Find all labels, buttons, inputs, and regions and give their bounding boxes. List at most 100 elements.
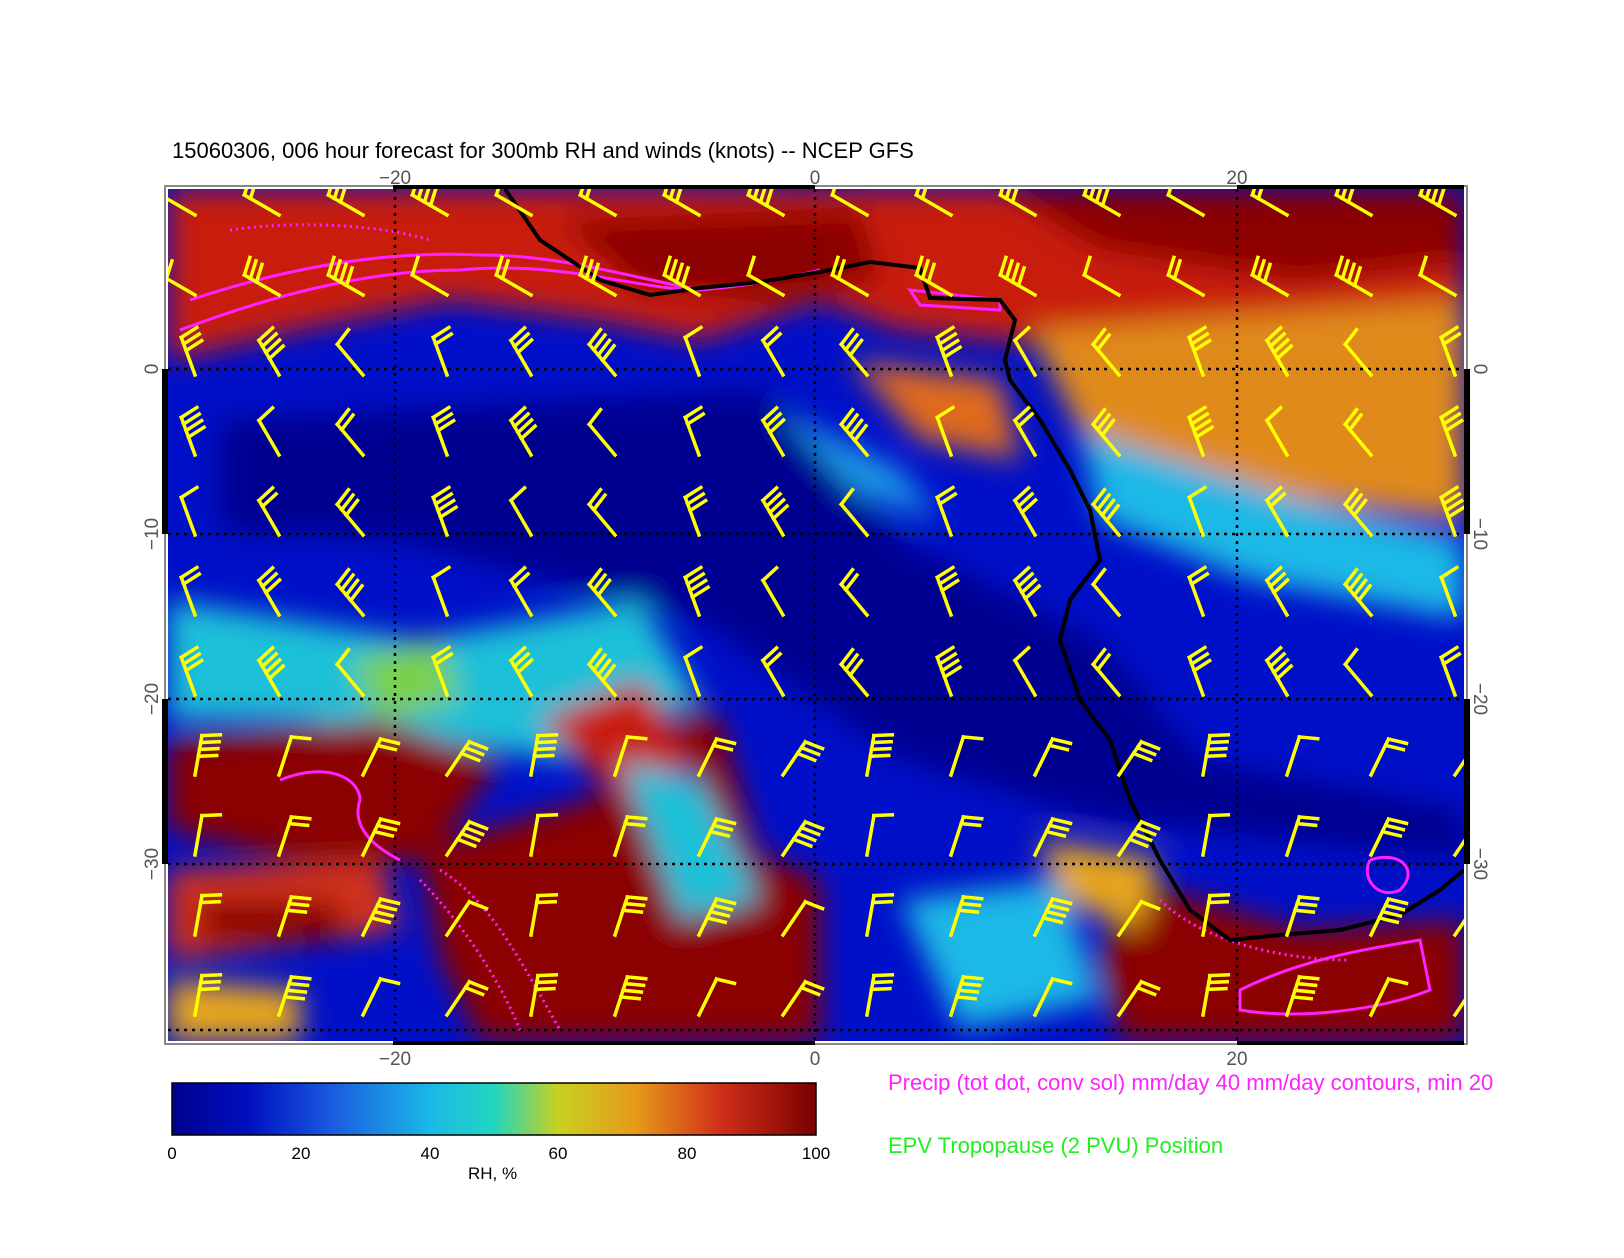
wind-barb: [430, 325, 454, 378]
wind-barb: [493, 255, 534, 298]
y-tick-right-2: −10: [1469, 518, 1490, 550]
wind-barb: [444, 739, 489, 778]
wind-barb: [780, 899, 825, 938]
wind-barb: [760, 485, 790, 538]
wind-barb: [948, 974, 984, 1018]
wind-barb: [1090, 407, 1122, 458]
wind-barb: [276, 894, 312, 938]
wind-barb: [325, 189, 366, 218]
wind-barb: [586, 487, 618, 538]
wind-barb: [1368, 976, 1409, 1018]
wind-barb: [913, 189, 954, 218]
wind-barb: [1032, 816, 1073, 858]
wind-barb: [1116, 739, 1161, 778]
wind-barb: [334, 487, 366, 538]
y-tick-right-4: −30: [1469, 848, 1490, 880]
wind-barb: [1081, 255, 1122, 298]
axis-bar-left: [162, 369, 168, 534]
wind-barb: [745, 255, 786, 298]
wind-barb: [760, 565, 786, 618]
wind-barb: [934, 485, 958, 538]
wind-barb: [780, 819, 825, 858]
wind-barb: [1264, 485, 1290, 538]
wind-barb: [1284, 734, 1320, 778]
wind-barb: [256, 485, 282, 538]
wind-barb: [192, 812, 223, 858]
wind-barb: [528, 812, 559, 858]
wind-barb: [360, 896, 401, 938]
precip-contours: [179, 223, 1432, 1031]
wind-barb: [1333, 189, 1374, 218]
wind-barb: [838, 407, 870, 458]
wind-barb: [1438, 485, 1464, 538]
colorbar-tick-60: 60: [548, 1144, 568, 1163]
map-title: 15060306, 006 hour forecast for 300mb RH…: [172, 138, 914, 163]
wind-barb: [577, 255, 618, 298]
wind-barb: [178, 565, 202, 618]
y-tick-left-2: −10: [142, 518, 163, 550]
wind-barb: [696, 896, 737, 938]
wind-barb: [192, 732, 223, 778]
wind-barb: [1090, 487, 1122, 538]
wind-barb: [334, 647, 366, 698]
axis-bar-right-2: [1464, 699, 1470, 864]
axis-bar-bottom: [393, 1039, 815, 1045]
wind-barb: [1116, 819, 1161, 858]
colorbar-tick-20: 20: [291, 1144, 311, 1163]
wind-barb: [1249, 255, 1290, 298]
wind-barb: [864, 812, 895, 858]
wind-barb: [1368, 816, 1409, 858]
wind-barb: [1032, 976, 1073, 1018]
wind-barb: [444, 899, 489, 938]
wind-barb: [682, 325, 704, 378]
x-tick-bottom-2: 0: [810, 1049, 821, 1070]
wind-barb: [612, 814, 648, 858]
y-tick-left-1: 0: [142, 364, 163, 375]
wind-barb: [838, 647, 870, 698]
wind-barb: [934, 565, 961, 618]
x-tick-top-3: 20: [1226, 168, 1247, 189]
wind-barb: [508, 565, 534, 618]
wind-barb: [838, 327, 870, 378]
wind-barb: [256, 645, 286, 698]
wind-barb: [997, 255, 1038, 298]
axis-bar-bottom-2: [1237, 1039, 1464, 1045]
wind-barb: [1200, 972, 1231, 1018]
wind-barb: [1264, 405, 1290, 458]
wind-barb: [178, 485, 200, 538]
wind-barb: [997, 189, 1038, 218]
wind-barb: [178, 405, 207, 458]
wind-barb: [864, 732, 895, 778]
wind-barb: [696, 736, 737, 778]
wind-barb: [934, 325, 963, 378]
wind-barb: [864, 972, 895, 1018]
wind-barb: [1090, 567, 1122, 618]
wind-barb: [276, 814, 312, 858]
wind-barb: [276, 974, 312, 1018]
wind-barb: [241, 189, 282, 218]
wind-barb: [1249, 189, 1290, 218]
wind-barb: [1200, 732, 1231, 778]
wind-barb: [1032, 736, 1073, 778]
wind-barb: [612, 734, 648, 778]
wind-barb: [493, 189, 534, 218]
wind-barb: [829, 189, 870, 218]
wind-barb: [528, 972, 559, 1018]
colorbar-tick-40: 40: [420, 1144, 440, 1163]
wind-barb: [1452, 739, 1464, 778]
wind-barb: [325, 255, 366, 298]
wind-barb: [1342, 407, 1374, 458]
wind-barb: [1090, 647, 1122, 698]
wind-barb: [256, 405, 282, 458]
wind-barb: [586, 567, 618, 618]
colorbar-tick-80: 80: [677, 1144, 697, 1163]
wind-barb: [760, 325, 786, 378]
wind-barb: [444, 979, 489, 1018]
wind-barb: [168, 255, 198, 298]
wind-barb: [760, 645, 786, 698]
wind-barb: [1012, 645, 1038, 698]
axis-bar-right: [1464, 369, 1470, 534]
colorbar-tick-100: 100: [801, 1144, 831, 1163]
wind-barb: [1342, 327, 1374, 378]
